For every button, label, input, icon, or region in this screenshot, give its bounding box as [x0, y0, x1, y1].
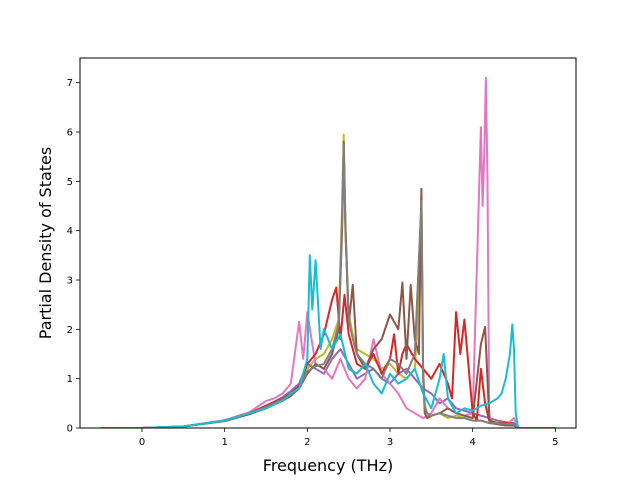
x-axis: 0 1 2 3 4 5	[139, 428, 559, 448]
y-tick-label: 6	[67, 128, 73, 139]
y-axis-label: Partial Density of States	[36, 147, 55, 339]
y-tick-label: 4	[67, 226, 73, 237]
y-tick-label: 3	[67, 276, 73, 287]
x-tick-label: 3	[387, 437, 393, 448]
series-line-3	[100, 76, 556, 428]
series-line-7	[100, 254, 556, 428]
x-tick-label: 2	[304, 437, 310, 448]
x-tick-label: 0	[139, 437, 145, 448]
x-axis-label: Frequency (THz)	[263, 456, 393, 475]
y-tick-label: 2	[67, 325, 73, 336]
x-tick-label: 5	[552, 437, 558, 448]
plot-frame	[79, 57, 577, 429]
y-tick-label: 0	[67, 424, 73, 435]
x-tick-label: 4	[469, 437, 475, 448]
y-tick-label: 5	[67, 177, 73, 188]
series-layer	[100, 76, 556, 428]
x-tick-label: 1	[221, 437, 227, 448]
y-axis: 0 1 2 3 4 5 6 7	[67, 78, 80, 435]
y-tick-label: 7	[67, 78, 73, 89]
y-tick-label: 1	[67, 374, 73, 385]
